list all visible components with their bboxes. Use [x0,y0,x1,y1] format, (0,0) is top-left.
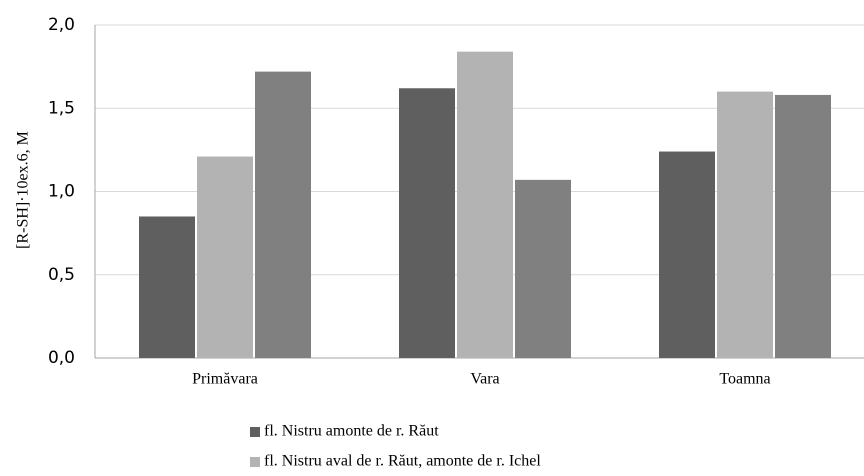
y-tick-label: 0,0 [48,348,75,368]
bar [139,216,195,358]
bar [659,151,715,358]
bar [197,156,253,358]
legend-swatch [250,457,260,467]
legend-swatch [250,427,260,437]
x-tick-label: Primăvara [192,371,258,388]
y-tick-label: 0,5 [48,265,75,285]
legend-label: fl. Nistru amonte de r. Răut [264,423,439,440]
y-tick-label: 1,5 [48,98,75,118]
bar [515,179,571,358]
y-tick-label: 1,0 [48,182,75,202]
x-tick-label: Vara [470,371,499,388]
x-tick-label: Toamna [719,371,770,388]
bar [255,71,311,359]
legend-label: fl. Nistru aval de r. Răut, amonte de r.… [264,453,541,470]
y-tick-label: 2,0 [48,15,75,35]
bar [457,51,513,358]
bar [399,88,455,359]
bar [775,94,831,359]
y-axis-label: [R-SH]·10ex.6, M [15,131,32,249]
bar [717,91,773,358]
